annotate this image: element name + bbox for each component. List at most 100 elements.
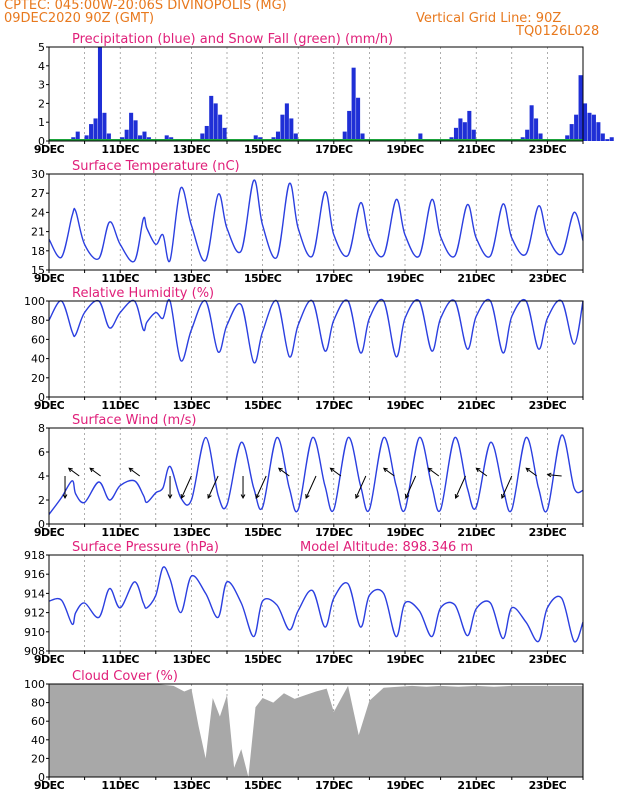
precip-bar: [102, 112, 107, 141]
x-tick-label: 23DEC: [529, 526, 567, 539]
precip-bar: [142, 131, 147, 141]
wind-direction-arrow: [501, 475, 513, 499]
precip-bar: [596, 122, 601, 141]
temp-line: [48, 179, 584, 263]
precip-bar: [289, 118, 294, 141]
x-tick-label: 23DEC: [529, 653, 567, 666]
y-tick-label: 80: [31, 314, 45, 327]
y-tick-label: 4: [38, 470, 45, 483]
x-tick-label: 19DEC: [386, 653, 424, 666]
precip-bar: [138, 135, 143, 141]
x-tick-label: 13DEC: [173, 399, 211, 412]
x-tick-label: 15DEC: [244, 526, 282, 539]
x-tick-label: 15DEC: [244, 653, 282, 666]
x-tick-label: 11DEC: [101, 779, 139, 792]
panel-temp: 15 18 21 24 27 30 9DEC 11DEC 13DEC 15DEC 17DEC 19DE…: [31, 159, 584, 285]
y-tick-label: 5: [38, 41, 45, 54]
precip-bar: [605, 139, 610, 141]
y-tick-label: 6: [38, 446, 45, 459]
x-tick-label: 13DEC: [173, 143, 211, 156]
x-tick-label: 9DEC: [34, 779, 65, 792]
wind-direction-arrow: [240, 476, 246, 500]
plot-frame: [48, 173, 584, 271]
precip-bar: [609, 137, 614, 141]
x-tick-label: 19DEC: [386, 272, 424, 285]
x-tick-label: 17DEC: [315, 779, 353, 792]
cloud-cover-area: [49, 684, 583, 777]
y-tick-label: 30: [31, 168, 45, 181]
wind-direction-arrow: [207, 475, 219, 499]
x-tick-label: 11DEC: [101, 272, 139, 285]
precip-bar: [534, 118, 539, 141]
precip-bar: [204, 125, 209, 141]
precip-bar: [587, 112, 592, 141]
x-tick-label: 17DEC: [315, 653, 353, 666]
precip-bar: [284, 103, 289, 141]
panel-precip: 0 1 2 3 4 5 9DEC 11DEC 13DEC 15DEC 17DEC 19DEC 21DEC…: [34, 32, 614, 156]
precip-bar: [75, 131, 80, 141]
panel-title: Surface Wind (m/s): [72, 413, 196, 428]
wind-line: [48, 434, 584, 515]
wind-direction-arrow: [454, 475, 466, 499]
y-tick-label: 1: [38, 116, 45, 129]
precip-bar: [200, 133, 205, 141]
plot-frame: [48, 683, 584, 778]
y-tick-label: 4: [38, 60, 45, 73]
y-tick-label: 20: [31, 372, 45, 385]
panel-title: Precipitation (blue) and Snow Fall (gree…: [72, 32, 393, 47]
y-tick-label: 60: [31, 715, 45, 728]
panel-wind: 0 2 4 6 8 9DEC 11DEC 13DEC 15DEC 17DEC 19DEC 21DEC 2…: [34, 413, 584, 539]
precip-bar: [218, 114, 223, 141]
x-tick-label: 9DEC: [34, 653, 65, 666]
y-tick-label: 0: [38, 518, 45, 531]
y-tick-label: 0: [38, 391, 45, 404]
wind-direction-arrow: [475, 467, 488, 477]
y-tick-label: 20: [31, 752, 45, 765]
x-tick-label: 21DEC: [457, 779, 495, 792]
panel-annotation: Model Altitude: 898.346 m: [300, 540, 473, 555]
precip-bar: [106, 133, 111, 141]
precip-bar: [356, 97, 361, 141]
x-tick-label: 21DEC: [457, 272, 495, 285]
precip-bar: [467, 110, 472, 141]
precip-bar: [525, 129, 530, 141]
precip-bar: [565, 135, 570, 141]
precip-bar: [351, 67, 356, 141]
panel-cloud: 0 20 40 60 80 100 9DEC 11DEC 13DEC 15DEC 17DEC 19DE…: [24, 669, 584, 792]
precip-bar: [529, 105, 534, 141]
precip-bar: [471, 129, 476, 141]
wind-direction-arrow: [427, 467, 440, 477]
precip-bar: [453, 127, 458, 141]
plot-frame: [48, 300, 584, 398]
y-tick-label: 916: [24, 568, 45, 581]
precip-bar: [93, 118, 98, 141]
x-tick-label: 13DEC: [173, 653, 211, 666]
wind-direction-arrow: [382, 467, 395, 477]
y-tick-label: 100: [24, 295, 45, 308]
y-tick-label: 60: [31, 333, 45, 346]
wind-direction-arrow: [180, 475, 192, 499]
x-tick-label: 23DEC: [529, 272, 567, 285]
precip-bar: [84, 135, 89, 141]
wind-direction-arrow: [355, 475, 367, 499]
precip-bar: [462, 122, 467, 141]
panel-pressure: 908 910 912 914 916 918 9DEC 11DEC 13DEC 15DEC 17D…: [24, 540, 584, 666]
precip-bar: [164, 135, 169, 141]
y-tick-label: 2: [38, 97, 45, 110]
wind-direction-arrow: [277, 467, 290, 477]
y-tick-label: 918: [24, 549, 45, 562]
x-tick-label: 21DEC: [457, 526, 495, 539]
x-tick-label: 17DEC: [315, 526, 353, 539]
precip-bar: [458, 118, 463, 141]
x-tick-label: 11DEC: [101, 653, 139, 666]
precip-bar: [583, 103, 588, 141]
precip-bar: [538, 133, 543, 141]
wind-direction-arrow: [255, 475, 267, 499]
wind-direction-arrow: [546, 472, 562, 478]
precip-bar: [418, 133, 423, 141]
y-tick-label: 40: [31, 353, 45, 366]
y-tick-label: 912: [24, 607, 45, 620]
y-tick-label: 914: [24, 587, 45, 600]
precip-bar: [89, 124, 94, 141]
x-tick-label: 15DEC: [244, 272, 282, 285]
